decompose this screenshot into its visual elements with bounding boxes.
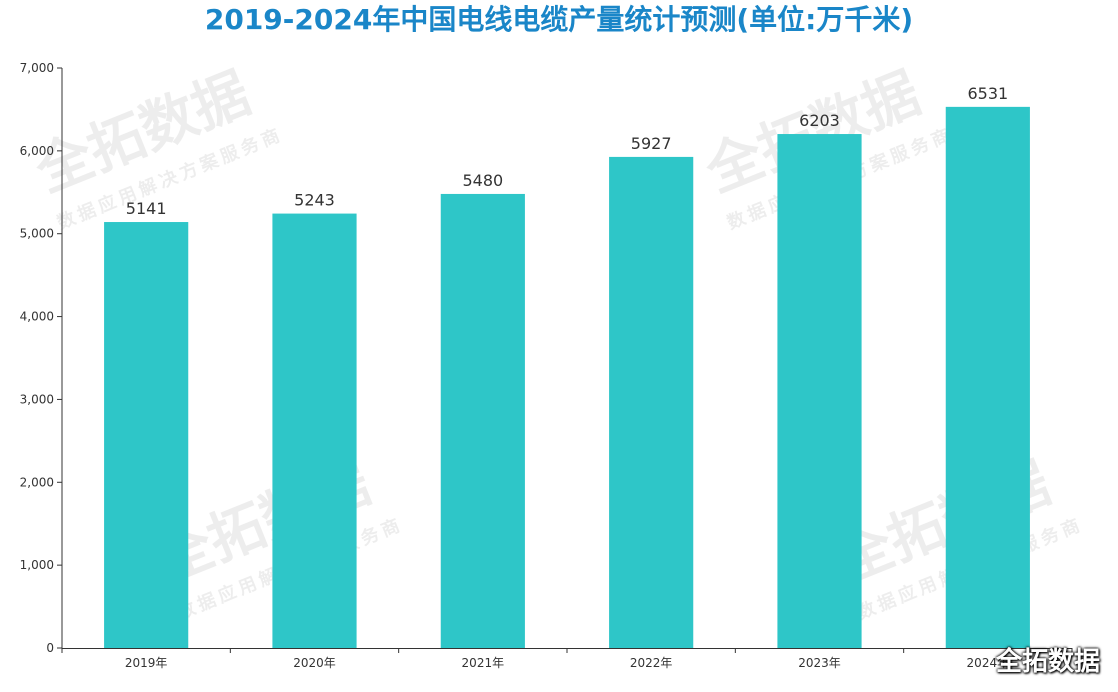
y-tick-label: 4,000 (20, 310, 54, 324)
x-tick-label: 2023年 (798, 656, 841, 670)
y-tick-label: 7,000 (20, 61, 54, 75)
bar-2019年 (104, 222, 189, 648)
y-tick-label: 6,000 (20, 144, 54, 158)
y-tick-label: 3,000 (20, 392, 54, 406)
corner-watermark-logo: 全拓数据 (995, 647, 1100, 677)
bar-value-label: 5243 (294, 191, 335, 210)
x-tick-label: 2019年 (125, 656, 168, 670)
y-tick-label: 2,000 (20, 475, 54, 489)
y-tick-label: 1,000 (20, 558, 54, 572)
bar-value-label: 6203 (799, 111, 840, 130)
value-labels-group: 5141 5243 5480 5927 6203 6531 (126, 84, 1008, 218)
bars-group (104, 106, 1030, 649)
y-tick-label: 0 (46, 641, 54, 655)
bar-value-label: 6531 (967, 84, 1008, 103)
bar-2023年 (777, 134, 862, 649)
axes-group: 0 1,000 2,000 3,000 4,000 5,000 6,000 7,000 2019… (20, 61, 1073, 670)
bar-value-label: 5927 (631, 134, 672, 153)
x-tick-label: 2022年 (630, 656, 673, 670)
x-tick-label: 2020年 (293, 656, 336, 670)
bar-value-label: 5141 (126, 199, 167, 218)
x-tick-label: 2021年 (462, 656, 505, 670)
bar-value-label: 5480 (462, 171, 503, 190)
bar-2021年 (440, 193, 525, 648)
x-tick-label: 2024年 (967, 656, 1010, 670)
bar-2020年 (272, 213, 357, 648)
bar-2022年 (609, 156, 694, 649)
bar-2024年 (945, 106, 1030, 649)
chart-title: 2019-2024年中国电线电缆产量统计预测(单位:万千米) (204, 3, 914, 36)
y-tick-label: 5,000 (20, 227, 54, 241)
